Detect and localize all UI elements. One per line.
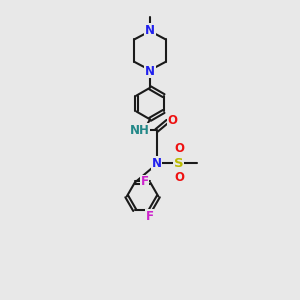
Text: F: F	[146, 210, 154, 223]
Text: N: N	[145, 24, 155, 37]
Text: S: S	[174, 157, 184, 169]
Text: N: N	[152, 157, 161, 169]
Text: O: O	[167, 114, 177, 127]
Text: O: O	[175, 142, 185, 155]
Text: NH: NH	[130, 124, 150, 137]
Text: O: O	[175, 171, 185, 184]
Text: N: N	[145, 64, 155, 78]
Text: F: F	[140, 175, 148, 188]
